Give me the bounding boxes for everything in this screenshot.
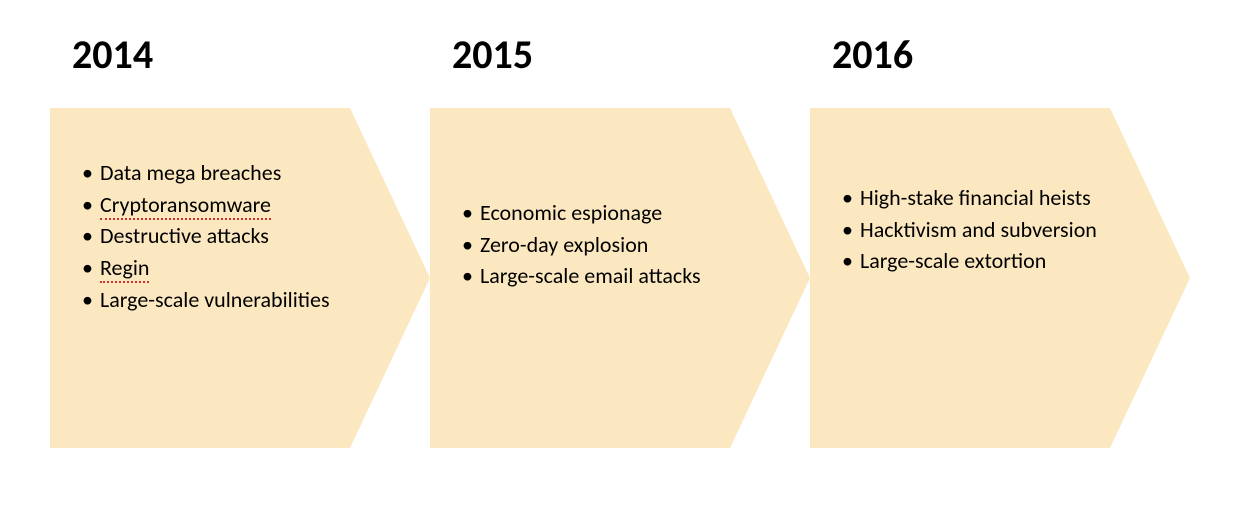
timeline-container: 2014 Data mega breaches Cryptoransomware…: [0, 0, 1236, 480]
list-item: Regin: [78, 253, 330, 283]
list-item: High-stake financial heists: [838, 183, 1097, 213]
item-text: Large-scale email attacks: [480, 262, 701, 289]
list-item: Large-scale email attacks: [458, 261, 701, 291]
list-item: Large-scale extortion: [838, 246, 1097, 276]
year-label: 2014: [72, 30, 430, 79]
list-item: Economic espionage: [458, 198, 701, 228]
list-item: Large-scale vulnerabilities: [78, 285, 330, 315]
item-list: Economic espionage Zero-day explosion La…: [458, 198, 701, 293]
item-list: High-stake financial heists Hacktivism a…: [838, 183, 1097, 278]
year-label: 2015: [452, 30, 810, 79]
item-text: Destructive attacks: [100, 222, 269, 249]
list-item: Data mega breaches: [78, 158, 330, 188]
item-list: Data mega breaches Cryptoransomware Dest…: [78, 158, 330, 316]
timeline-block-2016: 2016 High-stake financial heists Hacktiv…: [810, 30, 1190, 450]
list-item: Destructive attacks: [78, 221, 330, 251]
item-text: Cryptoransomware: [100, 191, 271, 220]
chevron-content: High-stake financial heists Hacktivism a…: [810, 108, 1110, 448]
list-item: Hacktivism and subversion: [838, 215, 1097, 245]
item-text: Zero-day explosion: [480, 231, 648, 258]
list-item: Zero-day explosion: [458, 230, 701, 260]
item-text: Large-scale vulnerabilities: [100, 286, 330, 313]
item-text: Regin: [100, 254, 149, 283]
item-text: Hacktivism and subversion: [860, 216, 1097, 243]
item-text: Large-scale extortion: [860, 247, 1046, 274]
chevron-content: Economic espionage Zero-day explosion La…: [430, 108, 730, 448]
item-text: High-stake financial heists: [860, 184, 1091, 211]
item-text: Data mega breaches: [100, 159, 281, 186]
item-text: Economic espionage: [480, 199, 662, 226]
chevron-content: Data mega breaches Cryptoransomware Dest…: [50, 108, 350, 448]
timeline-block-2015: 2015 Economic espionage Zero-day explosi…: [430, 30, 810, 450]
list-item: Cryptoransomware: [78, 190, 330, 220]
year-label: 2016: [832, 30, 1190, 79]
timeline-block-2014: 2014 Data mega breaches Cryptoransomware…: [50, 30, 430, 450]
